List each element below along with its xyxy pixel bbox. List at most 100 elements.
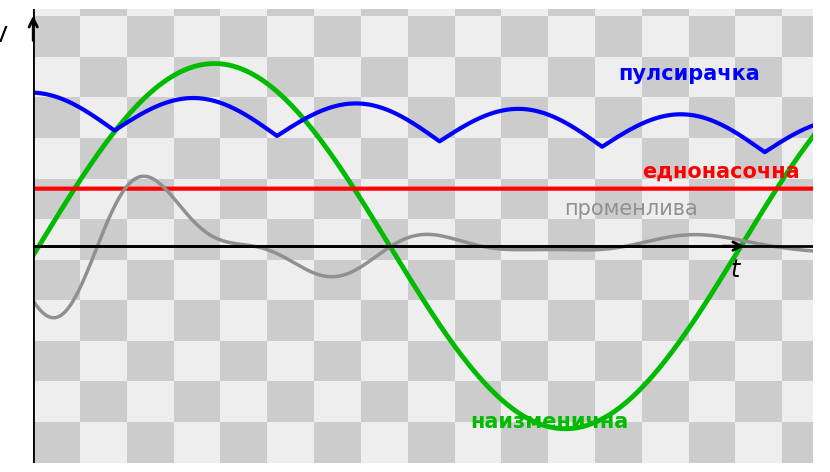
Bar (267, 178, 314, 219)
Text: I,V: I,V (0, 26, 8, 46)
Bar (689, 0, 735, 16)
Bar (548, 0, 595, 16)
Bar (408, 178, 455, 219)
Bar (33, 300, 80, 341)
Bar (127, 16, 173, 57)
Bar (689, 178, 735, 219)
Bar (689, 138, 735, 178)
Bar (642, 381, 689, 422)
Bar (80, 138, 127, 178)
Bar (314, 381, 361, 422)
Bar (408, 57, 455, 97)
Bar (501, 0, 548, 16)
Bar (595, 0, 642, 16)
Bar (782, 422, 829, 463)
Bar (735, 57, 782, 97)
Bar (361, 97, 408, 138)
Bar (829, 300, 830, 341)
Bar (829, 341, 830, 381)
Bar (127, 219, 173, 260)
Bar (221, 16, 267, 57)
Bar (829, 97, 830, 138)
Bar (782, 138, 829, 178)
Bar (361, 300, 408, 341)
Bar (408, 16, 455, 57)
Bar (33, 16, 80, 57)
Bar (548, 57, 595, 97)
Bar (595, 16, 642, 57)
Bar (501, 16, 548, 57)
Bar (314, 57, 361, 97)
Bar (829, 16, 830, 57)
Bar (221, 178, 267, 219)
Bar (408, 0, 455, 16)
Bar (782, 341, 829, 381)
Bar (548, 341, 595, 381)
Bar (80, 0, 127, 16)
Bar (33, 178, 80, 219)
Bar (267, 138, 314, 178)
Bar (735, 0, 782, 16)
Bar (221, 219, 267, 260)
Bar (314, 0, 361, 16)
Bar (314, 422, 361, 463)
Bar (455, 57, 501, 97)
Bar (173, 178, 221, 219)
Bar (127, 381, 173, 422)
Bar (829, 381, 830, 422)
Bar (455, 300, 501, 341)
Bar (782, 260, 829, 300)
Bar (455, 97, 501, 138)
Bar (735, 138, 782, 178)
Bar (735, 97, 782, 138)
Bar (501, 422, 548, 463)
Bar (267, 57, 314, 97)
Bar (314, 138, 361, 178)
Bar (642, 0, 689, 16)
Bar (33, 422, 80, 463)
Bar (361, 138, 408, 178)
Bar (127, 300, 173, 341)
Bar (642, 300, 689, 341)
Bar (829, 219, 830, 260)
Bar (408, 260, 455, 300)
Bar (361, 178, 408, 219)
Bar (408, 381, 455, 422)
Bar (735, 219, 782, 260)
Bar (595, 381, 642, 422)
Bar (782, 0, 829, 16)
Bar (314, 178, 361, 219)
Text: t: t (730, 258, 740, 282)
Bar (829, 422, 830, 463)
Bar (501, 219, 548, 260)
Text: пулсирачка: пулсирачка (618, 64, 760, 84)
Bar (548, 97, 595, 138)
Bar (173, 260, 221, 300)
Bar (408, 138, 455, 178)
Bar (314, 300, 361, 341)
Bar (455, 138, 501, 178)
Bar (173, 0, 221, 16)
Bar (501, 57, 548, 97)
Bar (642, 138, 689, 178)
Bar (689, 381, 735, 422)
Bar (127, 97, 173, 138)
Bar (595, 97, 642, 138)
Bar (689, 300, 735, 341)
Bar (33, 57, 80, 97)
Bar (361, 57, 408, 97)
Bar (127, 178, 173, 219)
Bar (127, 57, 173, 97)
Bar (689, 57, 735, 97)
Bar (595, 422, 642, 463)
Bar (408, 300, 455, 341)
Bar (455, 178, 501, 219)
Bar (455, 16, 501, 57)
Bar (314, 97, 361, 138)
Bar (595, 300, 642, 341)
Bar (221, 341, 267, 381)
Bar (455, 381, 501, 422)
Bar (173, 97, 221, 138)
Bar (501, 260, 548, 300)
Bar (548, 260, 595, 300)
